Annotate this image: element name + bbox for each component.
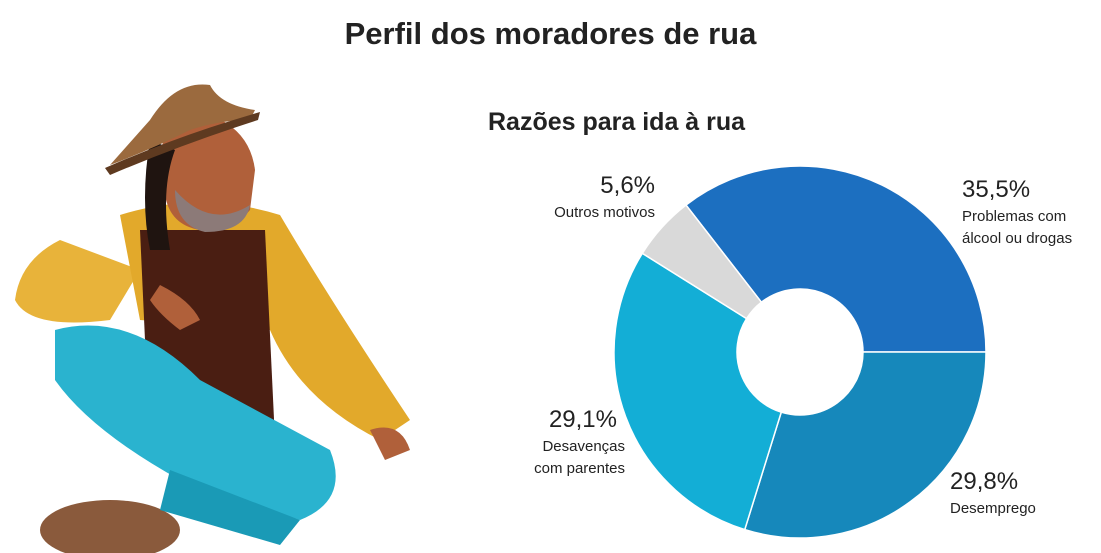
category-label: Problemas com álcool ou drogas <box>962 206 1087 250</box>
chart-title: Perfil dos moradores de rua <box>0 16 1101 52</box>
chart-subtitle: Razões para ida à rua <box>488 108 745 137</box>
value-label: 29,1% <box>505 406 617 434</box>
category-label: Desemprego <box>950 498 1090 520</box>
category-label: Desavenças com parentes <box>513 436 625 480</box>
rock <box>40 500 180 553</box>
bag <box>15 240 140 323</box>
hand-right <box>370 428 410 461</box>
value-label: 35,5% <box>962 176 1101 204</box>
infographic: Perfil dos moradores de rua Razões para … <box>0 0 1101 553</box>
illustration <box>15 84 410 553</box>
category-label: Outros motivos <box>505 202 655 224</box>
value-label: 29,8% <box>950 468 1090 496</box>
value-label: 5,6% <box>505 172 655 200</box>
